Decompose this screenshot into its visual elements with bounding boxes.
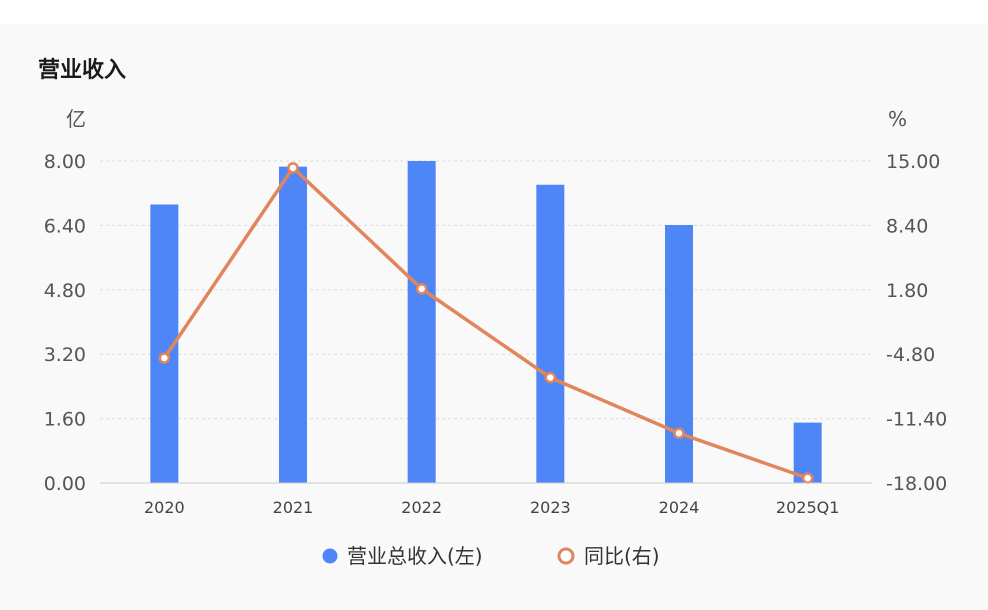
x-tick-label: 2022 bbox=[401, 498, 442, 517]
yoy-point bbox=[158, 352, 171, 364]
x-tick-label: 2020 bbox=[144, 498, 185, 517]
y-left-tick-label: 1.60 bbox=[44, 409, 86, 431]
y-left-tick-label: 4.80 bbox=[44, 280, 86, 302]
yoy-line-path bbox=[162, 165, 809, 480]
yoy-point bbox=[801, 472, 814, 484]
x-tick-label: 2024 bbox=[659, 498, 700, 517]
revenue-bar bbox=[279, 166, 307, 483]
legend-label-revenue: 营业总收入(左) bbox=[347, 544, 483, 568]
y-right-tick-label: -18.00 bbox=[886, 473, 947, 495]
revenue-bar bbox=[665, 224, 693, 483]
y-right-unit-label: % bbox=[888, 107, 907, 131]
yoy-point bbox=[673, 427, 685, 439]
legend: 营业总收入(左) 同比(右) bbox=[322, 544, 660, 568]
legend-swatch-revenue bbox=[322, 548, 338, 564]
yoy-point bbox=[544, 371, 557, 384]
y-left-tick-label: 0.00 bbox=[44, 473, 86, 495]
legend-swatch-yoy bbox=[557, 547, 575, 565]
axes: 8.00 15.00 6.40 8.40 4.80 1.80 3.20 -4.80 1.60 -1… bbox=[44, 107, 948, 517]
y-right-tick-label: -4.80 bbox=[886, 344, 935, 366]
y-right-tick-label: 1.80 bbox=[886, 280, 928, 302]
y-left-tick-label: 6.40 bbox=[44, 215, 86, 237]
y-left-tick-label: 3.20 bbox=[44, 344, 86, 366]
chart-title: 营业收入 bbox=[38, 58, 127, 83]
x-tick-label: 2021 bbox=[273, 498, 314, 517]
y-right-tick-label: 8.40 bbox=[886, 215, 928, 237]
y-left-tick-label: 8.00 bbox=[44, 151, 86, 173]
y-right-tick-label: 15.00 bbox=[886, 151, 940, 173]
yoy-point bbox=[415, 283, 428, 295]
yoy-point bbox=[287, 162, 299, 174]
legend-label-yoy: 同比(右) bbox=[584, 544, 660, 568]
grid-lines bbox=[100, 160, 872, 420]
yoy-line bbox=[158, 162, 814, 484]
y-left-unit-label: 亿 bbox=[66, 107, 86, 131]
revenue-bars bbox=[150, 161, 822, 483]
x-tick-label: 2023 bbox=[530, 498, 571, 517]
x-tick-label: 2025Q1 bbox=[776, 498, 840, 517]
revenue-bar bbox=[407, 161, 436, 483]
revenue-bar bbox=[536, 184, 565, 483]
y-right-tick-label: -11.40 bbox=[886, 409, 947, 431]
